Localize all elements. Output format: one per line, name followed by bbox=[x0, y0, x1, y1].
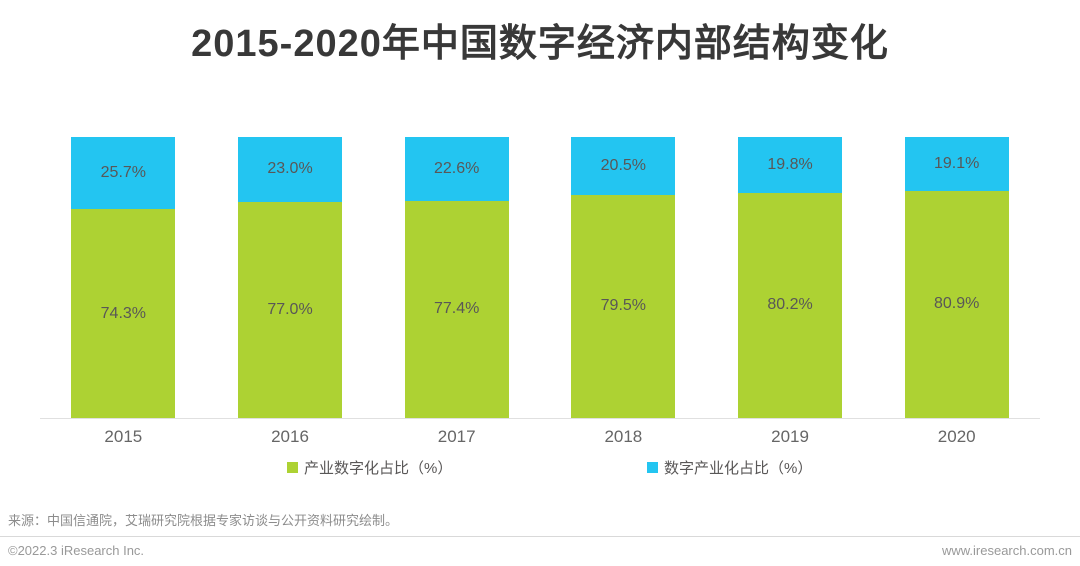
legend-label: 产业数字化占比（%） bbox=[304, 460, 453, 477]
bar-segment: 20.5% bbox=[571, 137, 676, 195]
bar-value-label: 19.8% bbox=[767, 155, 813, 173]
bar-value-label: 20.5% bbox=[600, 156, 647, 174]
x-axis-label: 2019 bbox=[771, 427, 809, 446]
stacked-bar-2017: 22.6% 77.4% bbox=[404, 137, 509, 418]
bar-column: 23.0% 77.0% bbox=[207, 137, 374, 418]
x-axis-label: 2015 bbox=[104, 427, 143, 446]
legend: 产业数字化占比（%） 数字产业化占比（%） bbox=[0, 457, 1080, 479]
bar-value-label: 80.2% bbox=[767, 296, 813, 314]
bar-column: 25.7% 74.3% bbox=[40, 137, 207, 418]
bar-segment: 19.1% bbox=[904, 137, 1009, 191]
bar-segment: 23.0% bbox=[238, 137, 342, 202]
x-axis-label: 2017 bbox=[437, 427, 476, 446]
x-axis-label: 2020 bbox=[937, 427, 976, 446]
bar-segment: 80.2% bbox=[738, 192, 843, 418]
copyright-text: ©2022.3 iResearch Inc. bbox=[8, 543, 145, 558]
bar-value-label: 77.4% bbox=[433, 300, 480, 318]
bar-column: 19.8% 80.2% bbox=[707, 137, 874, 418]
stacked-bar-2018: 20.5% 79.5% bbox=[571, 137, 676, 418]
bar-segment: 25.7% bbox=[71, 137, 176, 210]
x-axis-line bbox=[40, 418, 1040, 419]
bar-segment: 77.0% bbox=[238, 201, 342, 418]
bar-value-label: 19.1% bbox=[934, 154, 980, 172]
bar-value-label: 79.5% bbox=[600, 297, 647, 315]
legend-item: 产业数字化占比（%） bbox=[287, 457, 452, 478]
legend-swatch bbox=[647, 462, 658, 473]
x-axis-labels: 2015 2016 2017 2018 2019 2020 bbox=[40, 427, 1040, 447]
legend-item: 数字产业化占比（%） bbox=[647, 457, 812, 478]
stacked-bar-2019: 19.8% 80.2% bbox=[738, 137, 843, 418]
x-axis-label: 2016 bbox=[271, 427, 309, 446]
bar-segment: 22.6% bbox=[404, 137, 509, 201]
x-axis-label: 2018 bbox=[604, 427, 643, 446]
bar-value-label: 77.0% bbox=[267, 300, 313, 318]
bar-column: 22.6% 77.4% bbox=[373, 137, 540, 418]
bar-value-label: 74.3% bbox=[100, 304, 147, 322]
stacked-bar-2020: 19.1% 80.9% bbox=[904, 137, 1009, 418]
bar-column: 20.5% 79.5% bbox=[540, 137, 707, 418]
bar-value-label: 80.9% bbox=[934, 295, 980, 313]
legend-label: 数字产业化占比（%） bbox=[664, 460, 813, 477]
bar-value-label: 22.6% bbox=[433, 159, 480, 177]
bar-value-label: 23.0% bbox=[267, 160, 313, 178]
website-url: www.iresearch.com.cn bbox=[941, 543, 1072, 558]
bar-segment: 79.5% bbox=[571, 194, 676, 418]
bar-value-label: 25.7% bbox=[100, 164, 147, 182]
footer-divider bbox=[0, 536, 1080, 537]
stacked-bar-2016: 23.0% 77.0% bbox=[238, 137, 342, 418]
chart-title: 2015-2020年中国数字经济内部结构变化 bbox=[191, 23, 889, 65]
bar-segment: 19.8% bbox=[738, 137, 843, 193]
plot-area: 25.7% 74.3% 23.0% 77.0% 22.6% 77.4% 20.5% 79.5%… bbox=[40, 137, 1040, 418]
source-note: 来源：中国信通院，艾瑞研究院根据专家访谈与公开资料研究绘制。 bbox=[8, 513, 399, 528]
bar-segment: 77.4% bbox=[404, 200, 509, 418]
stacked-bar-2015: 25.7% 74.3% bbox=[71, 137, 176, 418]
bar-segment: 80.9% bbox=[904, 190, 1009, 418]
bar-segment: 74.3% bbox=[71, 209, 176, 418]
bar-column: 19.1% 80.9% bbox=[873, 137, 1040, 418]
legend-swatch bbox=[287, 462, 298, 473]
